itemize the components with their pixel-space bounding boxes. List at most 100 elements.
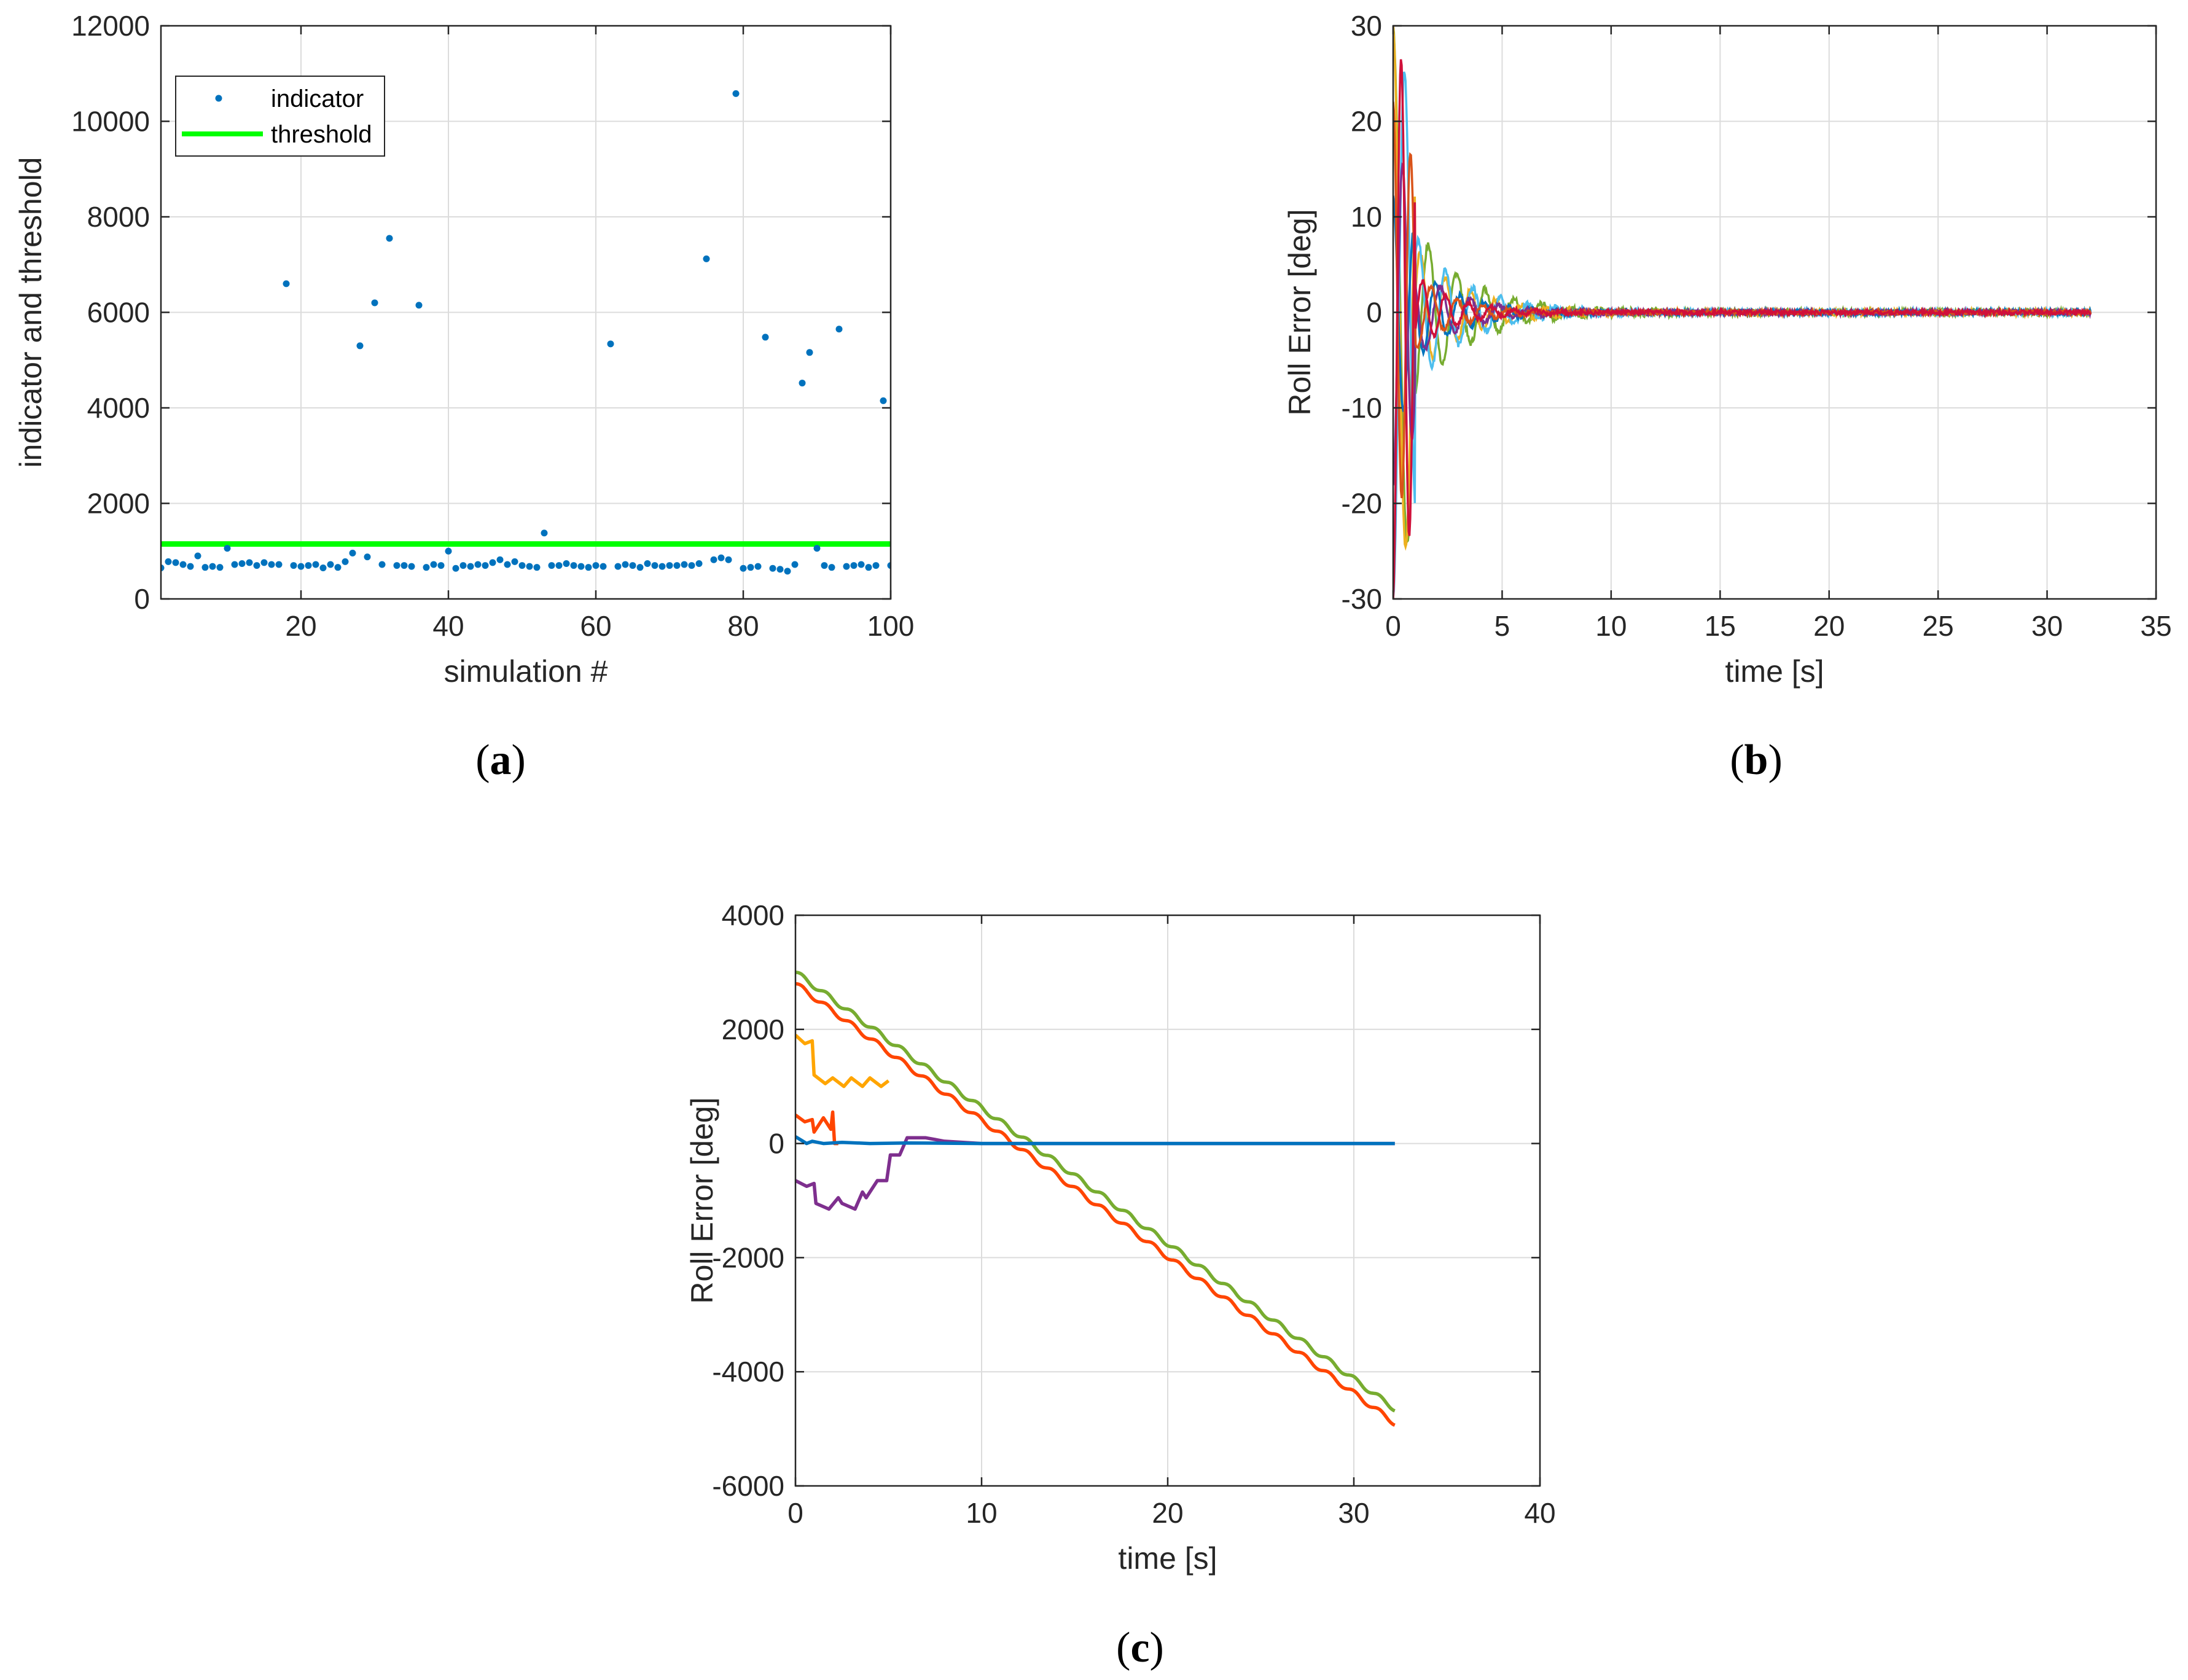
indicator-point (570, 562, 577, 569)
indicator-point (511, 558, 518, 565)
y-tick-label: 20 (1351, 106, 1382, 138)
indicator-point (423, 564, 430, 571)
x-tick-label: 20 (1152, 1497, 1183, 1529)
plot-c-data (795, 971, 1396, 1427)
indicator-point (695, 560, 703, 567)
indicator-point (548, 562, 555, 569)
x-tick-label: 100 (867, 610, 915, 642)
indicator-point (592, 562, 600, 569)
indicator-point (452, 565, 459, 572)
indicator-point (828, 564, 835, 571)
indicator-point (791, 561, 799, 568)
indicator-point (386, 235, 393, 242)
y-tick-label: 4000 (722, 899, 784, 931)
series-line-run-7 (1393, 59, 2092, 599)
indicator-point (658, 563, 666, 570)
indicator-point (290, 562, 297, 569)
indicator-point (482, 562, 489, 569)
indicator-point (843, 563, 850, 570)
indicator-point (747, 564, 754, 571)
indicator-point (260, 559, 268, 566)
indicator-point (224, 545, 231, 552)
series-line-yellow (795, 1034, 890, 1088)
legend-box (175, 76, 385, 157)
indicator-point (238, 560, 246, 567)
caption-letter: c (1130, 1624, 1149, 1671)
indicator-point (165, 558, 172, 565)
indicator-point (518, 562, 526, 569)
x-tick-label: 40 (1524, 1497, 1555, 1529)
indicator-point (504, 561, 511, 568)
indicator-point (526, 563, 533, 570)
indicator-point (187, 563, 194, 570)
indicator-point (437, 562, 445, 569)
caption-paren-open: ( (1730, 736, 1744, 784)
indicator-point (799, 380, 806, 387)
x-tick-label: 10 (966, 1497, 997, 1529)
caption-paren-close: ) (1150, 1624, 1164, 1671)
indicator-point (865, 564, 872, 571)
indicator-point (467, 563, 474, 570)
caption-paren-open: ( (475, 736, 490, 784)
indicator-point (555, 562, 563, 569)
caption-letter: a (490, 736, 512, 784)
x-tick-label: 40 (432, 610, 464, 642)
indicator-point (231, 561, 238, 568)
y-tick-label: -30 (1342, 583, 1382, 615)
panel-caption: (b) (1730, 736, 1783, 784)
indicator-point (769, 565, 776, 572)
x-tick-label: 20 (1813, 610, 1845, 642)
indicator-point (806, 349, 813, 356)
indicator-point (364, 553, 371, 561)
indicator-point (821, 562, 828, 569)
indicator-point (533, 564, 541, 571)
indicator-point (194, 552, 201, 560)
indicator-point (585, 564, 592, 571)
y-tick-label: 12000 (71, 10, 150, 42)
y-tick-label: 30 (1351, 10, 1382, 42)
indicator-point (688, 562, 695, 569)
plot-a-data (161, 90, 891, 575)
indicator-point (629, 562, 636, 569)
indicator-point (651, 562, 658, 569)
indicator-point (312, 561, 319, 568)
x-axis-label: simulation # (444, 654, 608, 689)
indicator-point (342, 558, 349, 565)
indicator-point (725, 556, 732, 563)
indicator-point (172, 559, 179, 566)
plot-b-data (1393, 26, 2092, 599)
indicator-point (614, 563, 622, 570)
indicator-point (393, 562, 400, 569)
indicator-point (622, 561, 629, 568)
indicator-point (201, 564, 209, 571)
indicator-point (496, 556, 504, 563)
caption-paren-close: ) (512, 736, 526, 784)
indicator-point (703, 255, 710, 262)
indicator-point (327, 561, 334, 568)
indicator-point (283, 280, 290, 287)
plot-c: 0 10 20 30 40 -6000 -4000 -2000 0 2000 4000 time [s… (685, 899, 1556, 1671)
indicator-point (681, 561, 688, 568)
indicator-point (666, 562, 673, 569)
series-line-orange (795, 982, 1396, 1427)
plot-b: 0 5 10 15 20 25 30 35 -30 -20 -10 0 10 20 30 time [s] Ro… (1283, 10, 2172, 784)
indicator-point (179, 561, 187, 568)
indicator-point (356, 342, 364, 350)
series-line-green (795, 971, 1396, 1413)
indicator-point (378, 561, 386, 568)
indicator-point (563, 560, 570, 567)
indicator-point (334, 564, 342, 571)
indicator-point (415, 302, 423, 309)
indicator-point (858, 561, 865, 568)
x-tick-label: 30 (2031, 610, 2063, 642)
indicator-point (835, 326, 843, 333)
x-axis-label: time [s] (1118, 1541, 1217, 1576)
legend-label-threshold: threshold (271, 121, 372, 148)
indicator-point (887, 562, 891, 569)
indicator-point (459, 562, 467, 569)
indicator-point (850, 562, 858, 569)
indicator-point (813, 545, 821, 552)
y-tick-label: 0 (134, 583, 150, 615)
indicator-point (673, 562, 681, 569)
